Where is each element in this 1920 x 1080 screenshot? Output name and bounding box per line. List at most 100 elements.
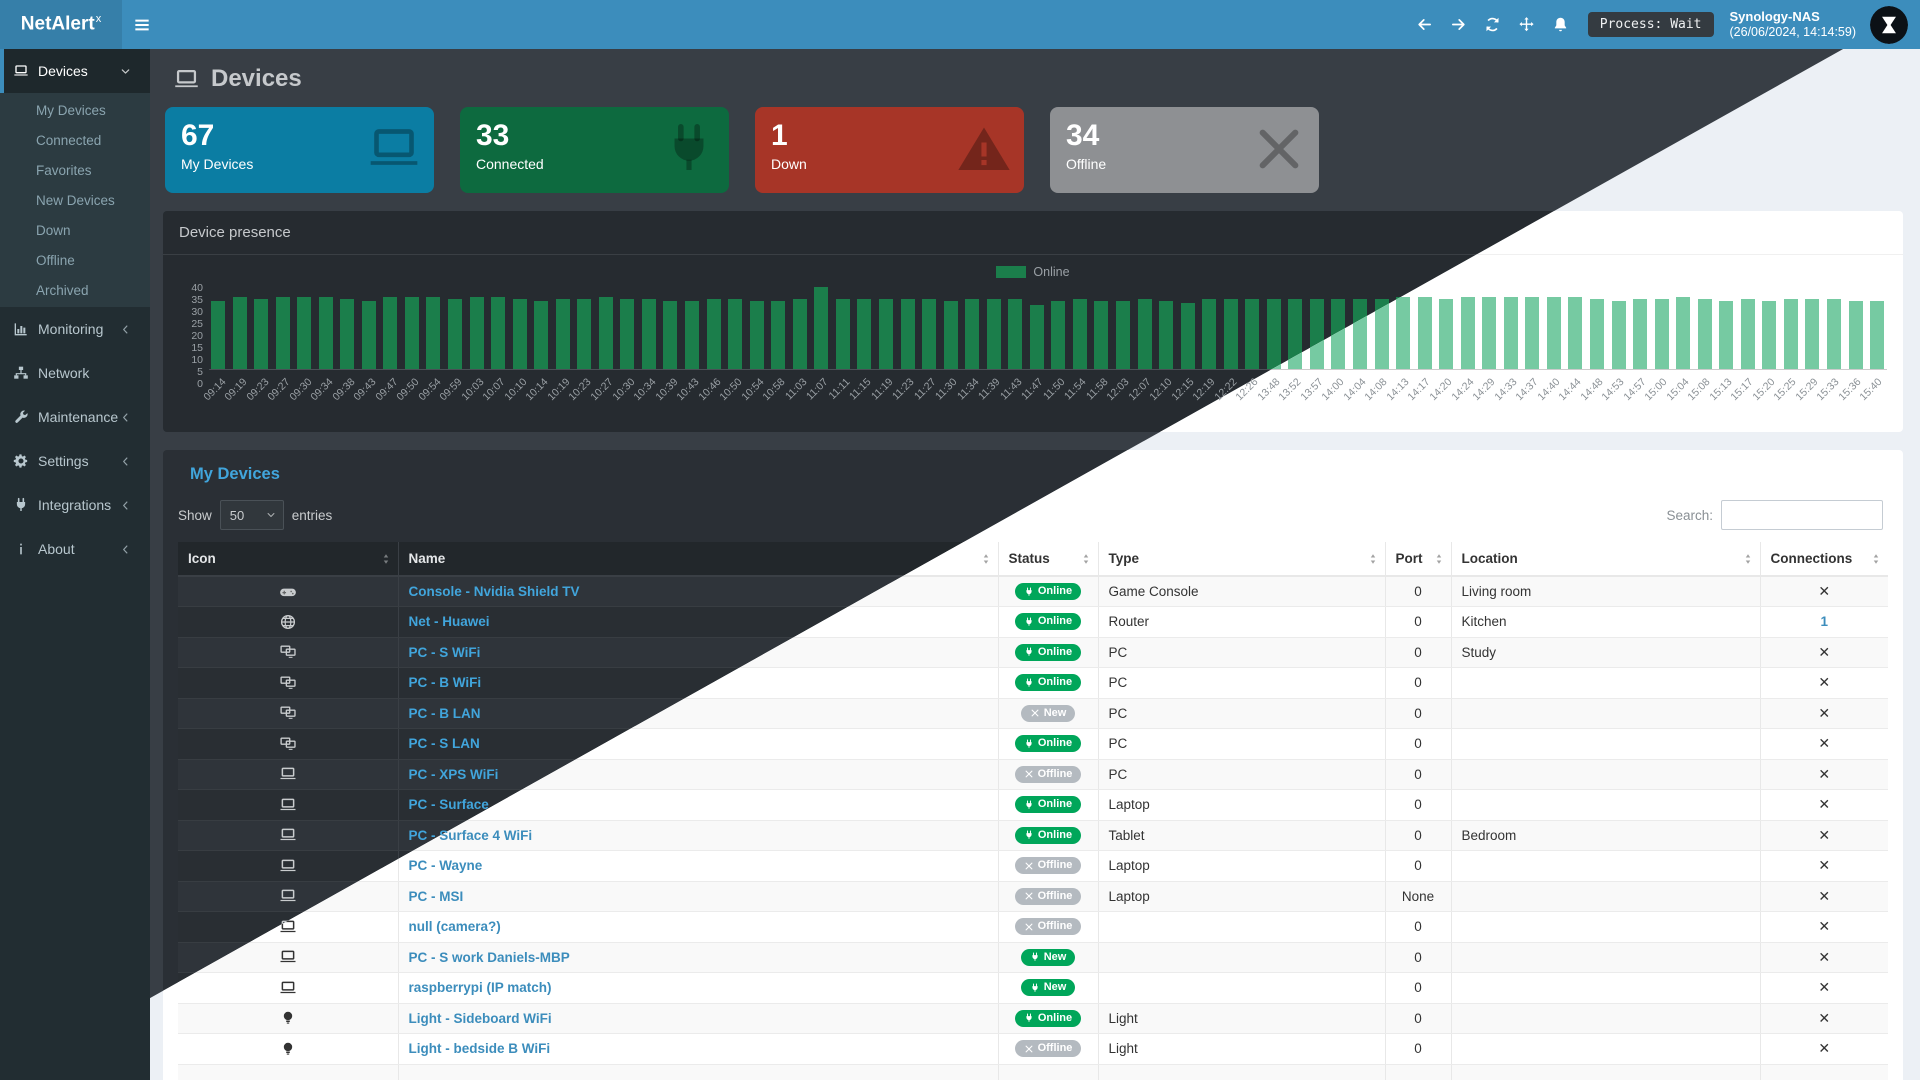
nav-move-button[interactable]: [1510, 0, 1544, 49]
x-tick-label: 11:19: [868, 376, 896, 403]
sidebar-subitem-offline[interactable]: Offline: [36, 252, 75, 268]
connections-x-icon[interactable]: ✕: [1818, 948, 1831, 965]
chart-bar: [232, 297, 247, 369]
connections-x-icon[interactable]: ✕: [1818, 583, 1831, 599]
stat-card-connected[interactable]: 33 Connected: [460, 107, 729, 193]
device-name-link[interactable]: Light - Sideboard WiFi: [408, 1010, 552, 1026]
page-size-select[interactable]: 50: [219, 500, 284, 530]
column-header-connections[interactable]: Connections: [1760, 542, 1888, 577]
connections-count-link[interactable]: 1: [1820, 614, 1828, 630]
device-name-link[interactable]: PC - Surface: [408, 797, 489, 813]
sidebar-item-devices[interactable]: Devices: [0, 49, 150, 93]
column-header-type[interactable]: Type: [1098, 542, 1386, 577]
device-name-link[interactable]: PC - S WiFi: [408, 644, 481, 660]
device-port-cell: 0: [1385, 789, 1452, 821]
nav-forward-button[interactable]: [1442, 0, 1476, 49]
nav-refresh-button[interactable]: [1476, 0, 1510, 49]
device-name-link[interactable]: Console - Nvidia Shield TV: [408, 584, 580, 599]
x-tick-label: 14:40: [1534, 376, 1563, 404]
device-status-cell: Online: [998, 667, 1099, 699]
chart-bar: [728, 299, 743, 369]
sidebar-item-integrations[interactable]: Integrations: [0, 483, 150, 527]
status-badge-online: Online: [1014, 674, 1082, 692]
chart-bar: [1137, 299, 1152, 369]
device-name-link[interactable]: PC - MSI: [408, 888, 464, 904]
user-avatar[interactable]: [1870, 5, 1908, 44]
device-name-link[interactable]: null (camera?): [408, 919, 501, 935]
column-header-status[interactable]: Status: [998, 542, 1099, 577]
sidebar-item-maintenance[interactable]: Maintenance: [0, 395, 150, 439]
sidebar-subitem-connected[interactable]: Connected: [36, 132, 102, 148]
x-tick-label: 10:14: [523, 376, 551, 404]
connections-x-icon[interactable]: ✕: [1818, 857, 1831, 874]
stat-value: 1: [771, 119, 788, 152]
device-name-link[interactable]: raspberrypi (IP match): [408, 980, 552, 996]
chart-bar: [1460, 297, 1475, 369]
device-name-link[interactable]: Net - Huawei: [408, 614, 490, 630]
x-tick-label: 10:39: [652, 376, 681, 404]
sidebar-item-monitoring[interactable]: Monitoring: [0, 307, 150, 351]
connections-x-icon[interactable]: ✕: [1818, 979, 1831, 996]
chart-bar: [1590, 299, 1604, 369]
stat-card-my-devices[interactable]: 67 My Devices: [165, 107, 434, 193]
connections-x-icon[interactable]: ✕: [1818, 735, 1831, 752]
connections-x-icon[interactable]: ✕: [1818, 918, 1831, 935]
device-name-link[interactable]: PC - S LAN: [408, 736, 480, 752]
sidebar-subitem-new-devices[interactable]: New Devices: [36, 192, 115, 208]
connections-x-icon[interactable]: ✕: [1818, 704, 1831, 721]
chevron-down-icon: [266, 510, 276, 520]
column-header-port[interactable]: Port: [1385, 542, 1452, 577]
stat-value: 67: [181, 119, 215, 152]
chart-bar: [297, 297, 312, 369]
device-name-link[interactable]: PC - XPS WiFi: [408, 766, 499, 782]
connections-x-icon[interactable]: ✕: [1818, 674, 1831, 691]
sidebar-subitem-down[interactable]: Down: [36, 222, 71, 238]
connections-x-icon[interactable]: ✕: [1818, 887, 1831, 904]
app-logo[interactable]: NetAlertx: [0, 0, 122, 49]
device-name-link[interactable]: PC - B WiFi: [408, 675, 482, 691]
status-badge-offline: Offline: [1014, 765, 1082, 783]
chart-legend[interactable]: Online: [163, 255, 1903, 281]
chart-bar: [1633, 299, 1648, 369]
status-badge-offline: Offline: [1014, 918, 1082, 936]
x-tick-label: 14:33: [1491, 376, 1520, 404]
stat-card-offline[interactable]: 34 Offline: [1050, 107, 1319, 193]
nav-back-button[interactable]: [1408, 0, 1442, 49]
x-tick-label: 14:24: [1448, 376, 1476, 404]
sort-icon: [1870, 553, 1882, 565]
column-header-icon[interactable]: Icon: [178, 542, 399, 577]
device-type-cell: PC: [1098, 728, 1386, 760]
chart-bar: [900, 299, 915, 369]
table-row: PC - S work Daniels-MBP New 0 ✕: [178, 942, 1888, 973]
column-header-name[interactable]: Name: [398, 542, 999, 577]
nav-notifications-button[interactable]: [1544, 0, 1578, 49]
sidebar-toggle-button[interactable]: [122, 0, 162, 49]
device-name-link[interactable]: PC - Wayne: [408, 858, 483, 874]
connections-x-icon[interactable]: ✕: [1818, 643, 1831, 660]
column-header-location[interactable]: Location: [1451, 542, 1761, 577]
x-tick-label: 11:50: [1040, 376, 1068, 403]
device-name-link[interactable]: PC - B LAN: [408, 705, 481, 721]
connections-x-icon[interactable]: ✕: [1818, 796, 1831, 813]
chart-bar: [275, 297, 290, 369]
sidebar-subitem-favorites[interactable]: Favorites: [36, 162, 92, 178]
connections-x-icon[interactable]: ✕: [1818, 826, 1831, 843]
chevron-left-icon: [120, 544, 131, 555]
connections-x-icon[interactable]: ✕: [1818, 1009, 1831, 1026]
sidebar-item-about[interactable]: About: [0, 527, 150, 571]
sidebar-subitem-my-devices[interactable]: My Devices: [36, 102, 106, 118]
sidebar-subitem-archived[interactable]: Archived: [36, 282, 89, 298]
device-icon-cell: [178, 820, 399, 851]
chart-bar: [1870, 301, 1885, 369]
connections-x-icon[interactable]: ✕: [1818, 1040, 1831, 1057]
device-type-cell: PC: [1098, 637, 1386, 668]
stat-card-down[interactable]: 1 Down: [755, 107, 1024, 193]
connections-x-icon[interactable]: ✕: [1818, 765, 1831, 782]
device-name-link[interactable]: Light - bedside B WiFi: [408, 1041, 551, 1057]
sidebar-item-network[interactable]: Network: [0, 351, 150, 395]
device-connections-cell: ✕: [1760, 911, 1888, 943]
search-input[interactable]: [1721, 500, 1883, 530]
device-name-link[interactable]: PC - S work Daniels-MBP: [408, 949, 570, 965]
sidebar-item-settings[interactable]: Settings: [0, 439, 150, 483]
